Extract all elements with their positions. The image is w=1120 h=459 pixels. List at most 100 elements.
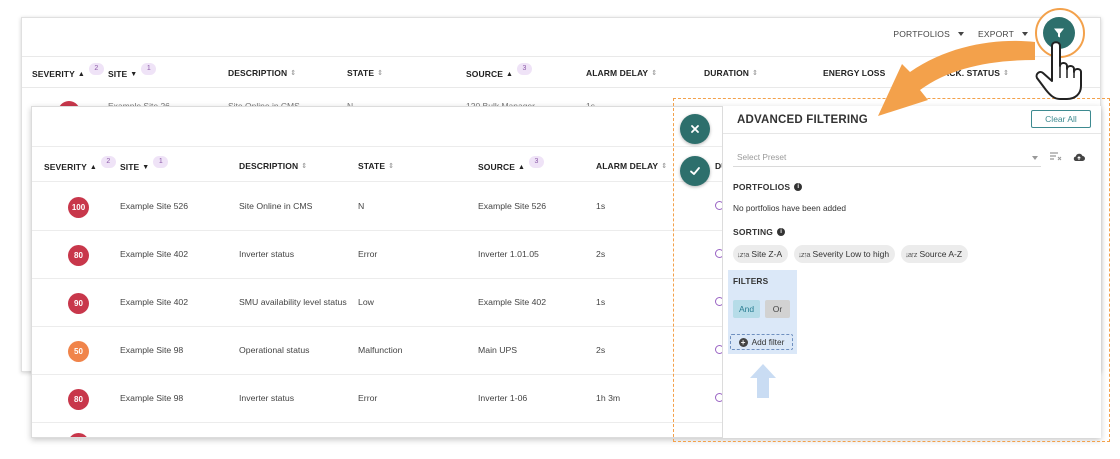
col-alarm-delay-label: ALARM DELAY <box>586 68 649 78</box>
col-alarm-delay-label: ALARM DELAY <box>596 161 659 171</box>
cell-description: Operational status <box>239 345 310 355</box>
panel-title: ADVANCED FILTERING <box>737 114 868 126</box>
cell-site: Example Site 526 <box>120 201 189 211</box>
table-row[interactable]: 100 Example Site 526 Site Online in CMS … <box>32 183 732 231</box>
portfolios-section-title: PORTFOLIOS i <box>733 182 803 192</box>
table-row[interactable]: 80 Example Site 402 Inverter status Erro… <box>32 231 732 279</box>
sort-chip-site[interactable]: ↓z↑a Site Z-A <box>733 245 789 263</box>
col-alarm-delay[interactable]: ALARM DELAY ⇕ <box>596 161 667 171</box>
cloud-upload-icon[interactable] <box>1072 151 1086 163</box>
sort-icon: ⇕ <box>388 163 395 170</box>
add-filter-button[interactable]: + Add filter <box>730 334 793 350</box>
sort-chip-label: Site Z-A <box>751 249 783 259</box>
portfolios-empty-text: No portfolios have been added <box>733 203 847 213</box>
table-row[interactable]: 50 Example Site 98 Operational status Ma… <box>32 327 732 375</box>
chevron-down-icon <box>1032 156 1038 160</box>
back-table-header: SEVERITY ▲ 2 SITE ▼ 1 DESCRIPTION ⇕ STAT… <box>22 56 1100 88</box>
cell-state: Error <box>358 393 378 403</box>
back-toolbar: PORTFOLIOS EXPORT <box>893 18 1100 50</box>
sort-az-icon: ↓a↑z <box>905 249 917 259</box>
sort-icon: ⇕ <box>290 70 297 77</box>
filters-section: FILTERS And Or + Add filter <box>728 270 797 354</box>
export-dropdown[interactable]: EXPORT <box>978 29 1028 39</box>
sort-asc-icon: ▲ <box>89 163 97 171</box>
filter-icon <box>1054 28 1064 38</box>
cell-source: Example Site 526 <box>478 201 547 211</box>
col-energy-loss-label: ENERGY LOSS <box>823 68 886 78</box>
col-description-label: DESCRIPTION <box>228 68 288 78</box>
portfolios-dropdown[interactable]: PORTFOLIOS <box>893 29 964 39</box>
pointer-hand-icon <box>1035 41 1082 100</box>
add-filter-label: Add filter <box>751 337 785 347</box>
sort-icon: ⇕ <box>1002 70 1009 77</box>
cell-source: Inverter 1-06 <box>478 393 528 403</box>
col-energy-loss[interactable]: ENERGY LOSS <box>823 68 885 78</box>
col-site[interactable]: SITE ▼ 1 <box>108 63 157 80</box>
sort-chip-severity[interactable]: ↓z↑a Severity Low to high <box>794 245 896 263</box>
col-state[interactable]: STATE ⇕ <box>358 161 394 171</box>
preset-list-icon[interactable] <box>1049 151 1063 163</box>
col-severity[interactable]: SEVERITY ▲ 2 <box>32 63 104 80</box>
cell-alarm-delay: 2s <box>596 249 606 259</box>
arrow-up-icon <box>750 364 776 398</box>
or-toggle[interactable]: Or <box>765 300 790 318</box>
severity-badge: 90 <box>68 293 89 314</box>
sort-order-badge: 3 <box>529 156 544 168</box>
col-ack-status[interactable]: ACK. STATUS ⇕ <box>943 68 1009 78</box>
sort-order-badge: 2 <box>100 156 116 168</box>
info-icon[interactable]: i <box>777 228 786 236</box>
col-duration[interactable]: DURATION ⇕ <box>704 68 758 78</box>
and-toggle[interactable]: And <box>733 300 760 318</box>
apply-button[interactable] <box>680 156 710 186</box>
col-site-label: SITE <box>108 69 128 79</box>
cell-site: Example Site 98 <box>120 345 184 355</box>
cell-alarm-delay: 2s <box>596 345 606 355</box>
severity-badge: 50 <box>68 341 89 362</box>
cell-alarm-delay: 1h 3m <box>596 393 621 403</box>
clear-all-button[interactable]: Clear All <box>1031 110 1091 128</box>
sort-icon: ⇕ <box>752 70 758 77</box>
info-icon[interactable]: i <box>794 183 803 191</box>
cell-state: Low <box>358 297 374 307</box>
col-site[interactable]: SITE ▼ 1 <box>120 156 169 173</box>
col-severity[interactable]: SEVERITY ▲ 2 <box>44 156 116 173</box>
sort-za-icon: ↓z↑a <box>737 249 749 259</box>
col-source[interactable]: SOURCE ▲ 3 <box>466 63 532 80</box>
col-source[interactable]: SOURCE ▲ 3 <box>478 156 544 173</box>
severity-badge: 80 <box>68 389 89 410</box>
cell-alarm-delay: 1s <box>596 297 606 307</box>
col-severity-label: SEVERITY <box>32 69 75 79</box>
close-button[interactable] <box>680 114 710 144</box>
col-description[interactable]: DESCRIPTION ⇕ <box>228 68 296 78</box>
curved-arrow-icon <box>878 40 1035 117</box>
check-icon <box>690 167 700 175</box>
sort-icon: ⇕ <box>651 70 658 77</box>
cell-site: Example Site 98 <box>120 393 184 403</box>
table-row[interactable] <box>32 423 732 437</box>
cell-source: Example Site 402 <box>478 297 547 307</box>
col-state[interactable]: STATE ⇕ <box>347 68 383 78</box>
severity-badge: 80 <box>68 245 89 266</box>
cell-source: Inverter 1.01.05 <box>478 249 539 259</box>
plus-icon: + <box>738 337 748 347</box>
sort-desc-icon: ▼ <box>130 70 138 78</box>
sorting-title-label: SORTING <box>733 227 774 237</box>
col-duration[interactable]: DU <box>715 161 727 171</box>
table-header: SEVERITY ▲ 2 SITE ▼ 1 DESCRIPTION ⇕ STAT… <box>32 146 732 182</box>
cell-source: Main UPS <box>478 345 518 355</box>
sort-chip-label: Source A-Z <box>919 249 963 259</box>
cell-state: Error <box>358 249 378 259</box>
table-row[interactable]: 80 Example Site 98 Inverter status Error… <box>32 375 732 423</box>
col-description[interactable]: DESCRIPTION ⇕ <box>239 161 307 171</box>
sort-chip-source[interactable]: ↓a↑z Source A-Z <box>901 245 969 263</box>
preset-select[interactable]: Select Preset <box>733 148 1041 167</box>
col-alarm-delay[interactable]: ALARM DELAY ⇕ <box>586 68 657 78</box>
sort-asc-icon: ▲ <box>77 70 85 78</box>
cell-description: Site Online in CMS <box>239 201 313 211</box>
cell-state: N <box>358 201 365 211</box>
sort-icon: ⇕ <box>377 70 384 77</box>
sort-order-badge: 1 <box>153 156 169 168</box>
table-row[interactable]: 90 Example Site 402 SMU availability lev… <box>32 279 732 327</box>
chevron-down-icon <box>1022 32 1028 36</box>
col-duration-label: DU <box>715 161 727 171</box>
